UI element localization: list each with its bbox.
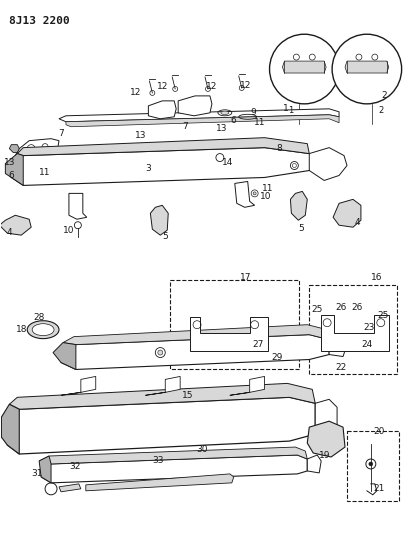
Text: 29: 29 xyxy=(271,353,282,362)
Polygon shape xyxy=(59,484,81,492)
Text: 23: 23 xyxy=(362,323,374,332)
Text: 26: 26 xyxy=(335,303,346,312)
Polygon shape xyxy=(17,138,309,156)
Polygon shape xyxy=(69,193,87,219)
Polygon shape xyxy=(307,455,320,473)
Text: 27: 27 xyxy=(252,340,263,349)
Polygon shape xyxy=(15,139,59,160)
Circle shape xyxy=(331,34,401,104)
Text: 19: 19 xyxy=(319,450,330,459)
Text: 25: 25 xyxy=(376,311,388,320)
Polygon shape xyxy=(148,101,176,119)
Polygon shape xyxy=(150,205,168,235)
Text: 8J13 2200: 8J13 2200 xyxy=(9,17,70,26)
Polygon shape xyxy=(61,335,328,369)
Text: 11: 11 xyxy=(253,118,265,127)
FancyBboxPatch shape xyxy=(170,280,298,369)
Polygon shape xyxy=(61,376,96,395)
Circle shape xyxy=(269,34,338,104)
Polygon shape xyxy=(344,61,388,73)
Ellipse shape xyxy=(27,321,59,338)
Text: 12: 12 xyxy=(239,82,251,91)
Text: 10: 10 xyxy=(259,192,271,201)
Text: 8: 8 xyxy=(276,144,281,153)
Polygon shape xyxy=(1,404,19,454)
Text: 7: 7 xyxy=(182,122,188,131)
Polygon shape xyxy=(5,154,23,185)
Polygon shape xyxy=(41,455,307,483)
Polygon shape xyxy=(328,337,346,357)
Text: 14: 14 xyxy=(222,158,233,167)
Text: 13: 13 xyxy=(134,131,146,140)
Text: 28: 28 xyxy=(33,313,45,322)
Text: 6: 6 xyxy=(229,116,235,125)
Text: 17: 17 xyxy=(239,273,251,282)
Polygon shape xyxy=(190,317,267,351)
Text: 10: 10 xyxy=(63,225,75,235)
Polygon shape xyxy=(59,109,338,122)
Polygon shape xyxy=(66,115,338,127)
Text: 6: 6 xyxy=(9,171,14,180)
Text: 13: 13 xyxy=(4,158,15,167)
Polygon shape xyxy=(9,144,19,152)
Polygon shape xyxy=(145,376,180,395)
Text: 13: 13 xyxy=(215,124,227,133)
Text: 31: 31 xyxy=(31,470,43,479)
Text: 7: 7 xyxy=(58,129,64,138)
Text: 1: 1 xyxy=(282,104,288,114)
Text: 26: 26 xyxy=(350,303,362,312)
Polygon shape xyxy=(229,376,264,395)
Circle shape xyxy=(253,192,256,195)
Text: 16: 16 xyxy=(370,273,382,282)
Text: 2: 2 xyxy=(377,106,382,115)
Polygon shape xyxy=(178,96,211,116)
Text: 2: 2 xyxy=(380,91,386,100)
Polygon shape xyxy=(39,456,51,483)
Polygon shape xyxy=(53,343,76,369)
Text: 30: 30 xyxy=(196,445,207,454)
Ellipse shape xyxy=(32,324,54,336)
Text: 12: 12 xyxy=(130,88,141,98)
Text: 11: 11 xyxy=(39,168,51,177)
Text: 18: 18 xyxy=(15,325,27,334)
Text: 33: 33 xyxy=(152,456,164,465)
Polygon shape xyxy=(0,215,31,235)
FancyBboxPatch shape xyxy=(346,431,398,501)
Polygon shape xyxy=(11,148,318,185)
Text: 21: 21 xyxy=(372,484,384,494)
Polygon shape xyxy=(63,325,328,345)
Text: 15: 15 xyxy=(182,391,193,400)
Polygon shape xyxy=(234,181,254,207)
Text: 25: 25 xyxy=(311,305,322,314)
Polygon shape xyxy=(282,61,325,73)
Text: 32: 32 xyxy=(69,463,80,472)
Polygon shape xyxy=(39,447,307,464)
Polygon shape xyxy=(307,421,344,457)
Text: 4: 4 xyxy=(353,218,359,227)
Polygon shape xyxy=(314,399,336,434)
Text: 12: 12 xyxy=(156,83,168,92)
Text: 1: 1 xyxy=(287,106,292,115)
Polygon shape xyxy=(309,148,346,181)
Text: 24: 24 xyxy=(360,340,371,349)
Polygon shape xyxy=(320,315,388,351)
Polygon shape xyxy=(290,191,307,220)
Polygon shape xyxy=(85,474,233,491)
Text: 3: 3 xyxy=(145,164,151,173)
Ellipse shape xyxy=(220,111,228,115)
Polygon shape xyxy=(9,383,314,409)
Text: 12: 12 xyxy=(206,83,217,92)
Text: 11: 11 xyxy=(261,184,273,193)
Polygon shape xyxy=(7,397,314,454)
Polygon shape xyxy=(332,199,360,227)
Text: 22: 22 xyxy=(335,363,346,372)
Circle shape xyxy=(368,462,372,466)
Circle shape xyxy=(158,350,162,355)
Text: 20: 20 xyxy=(372,426,384,435)
FancyBboxPatch shape xyxy=(309,285,396,375)
Text: 4: 4 xyxy=(6,228,12,237)
Text: 5: 5 xyxy=(162,232,168,241)
Text: 5: 5 xyxy=(298,224,303,233)
Text: 9: 9 xyxy=(250,108,256,117)
